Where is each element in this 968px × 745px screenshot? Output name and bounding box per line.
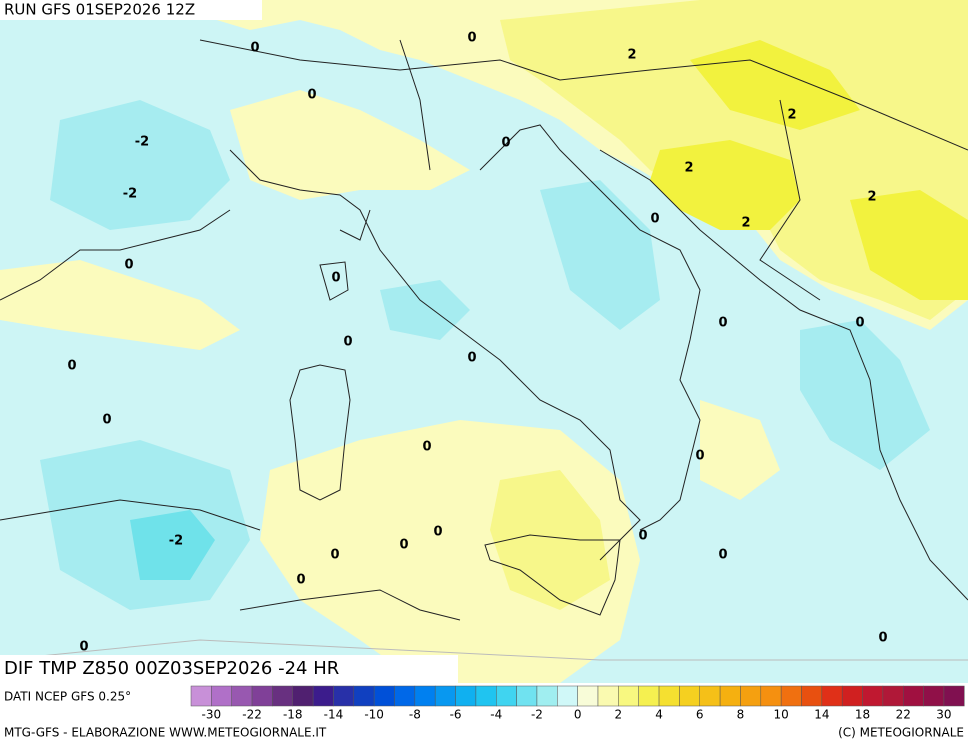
colorbar-swatch: [272, 685, 293, 707]
contour-label: 0: [501, 136, 510, 151]
colorbar-swatch: [821, 685, 843, 707]
colorbar-tick-label: -18: [283, 708, 303, 722]
colorbar-swatch: [699, 685, 721, 707]
contour-label: 2: [787, 108, 796, 123]
colorbar-tick-label: -10: [364, 708, 384, 722]
colorbar-swatch: [394, 685, 416, 707]
contour-label: 0: [650, 212, 659, 227]
colorbar-swatch: [251, 685, 273, 707]
contour-label: -2: [123, 187, 137, 202]
contour-label: 0: [331, 271, 340, 286]
colorbar-tick-label: -14: [324, 708, 344, 722]
contour-label: 0: [695, 449, 704, 464]
colorbar-swatch: [536, 685, 558, 707]
colorbar-swatch: [353, 685, 375, 707]
contour-label: 0: [467, 31, 476, 46]
colorbar-swatch: [577, 685, 599, 707]
colorbar-tick-label: -22: [242, 708, 262, 722]
colorbar-swatch: [455, 685, 477, 707]
colorbar-swatch: [292, 685, 314, 707]
colorbar-tick-label: 18: [855, 708, 870, 722]
colorbar-tick-label: 0: [574, 708, 582, 722]
colorbar-tick-label: 14: [814, 708, 829, 722]
colorbar: -30 -22 -18 -14 -10 -8 -6 -4 -2 0 2 4 6 8 10 14 18 22 30: [190, 685, 965, 722]
colorbar-swatch: [638, 685, 660, 707]
contour-label: 2: [684, 161, 693, 176]
colorbar-swatch: [719, 685, 741, 707]
colorbar-tick-label: -4: [490, 708, 502, 722]
colorbar-swatch: [496, 685, 517, 707]
colorbar-tick-label: 22: [896, 708, 911, 722]
contour-label: 0: [467, 351, 476, 366]
map-title: DIF TMP Z850 00Z03SEP2026 -24 HR: [4, 658, 339, 679]
colorbar-tick-label: 30: [936, 708, 951, 722]
contour-label: 0: [343, 335, 352, 350]
contour-label: 0: [399, 538, 408, 553]
colorbar-swatch: [231, 685, 253, 707]
contour-label: 0: [718, 316, 727, 331]
colorbar-swatch: [190, 685, 212, 707]
colorbar-tick-label: 4: [655, 708, 663, 722]
colorbar-swatch: [333, 685, 355, 707]
contour-label: -2: [169, 534, 183, 549]
contour-label: 2: [867, 190, 876, 205]
contour-label: 0: [638, 529, 647, 544]
contour-label: 0: [307, 88, 316, 103]
colorbar-tick-label: -8: [409, 708, 421, 722]
contour-label: 0: [124, 258, 133, 273]
colorbar-swatch: [862, 685, 884, 707]
colorbar-swatch: [211, 685, 232, 707]
colorbar-tick-label: -2: [531, 708, 543, 722]
colorbar-swatch: [618, 685, 639, 707]
colorbar-swatch: [475, 685, 497, 707]
colorbar-swatch: [841, 685, 863, 707]
colorbar-swatch: [557, 685, 578, 707]
colorbar-swatch: [679, 685, 701, 707]
run-header: RUN GFS 01SEP2026 12Z: [4, 1, 195, 19]
data-source: DATI NCEP GFS 0.25°: [4, 690, 131, 704]
colorbar-swatch: [434, 685, 456, 707]
colorbar-tick-label: 10: [774, 708, 789, 722]
colorbar-tick-label: 6: [696, 708, 704, 722]
colorbar-swatch: [414, 685, 436, 707]
contour-label: 0: [330, 548, 339, 563]
colorbar-tick-label: -6: [450, 708, 462, 722]
colorbar-swatch: [760, 685, 782, 707]
map-field: [0, 0, 968, 683]
copyright: (C) METEOGIORNALE: [838, 726, 964, 740]
coastlines: [0, 39, 968, 621]
colorbar-swatch: [923, 685, 945, 707]
colorbar-swatch: [780, 685, 802, 707]
credit: MTG-GFS - ELABORAZIONE WWW.METEOGIORNALE…: [4, 726, 327, 740]
colorbar-tick-label: 2: [615, 708, 623, 722]
colorbar-swatch: [903, 685, 924, 707]
colorbar-swatch: [882, 685, 904, 707]
colorbar-swatch: [740, 685, 762, 707]
contour-label: 2: [741, 216, 750, 231]
contour-label: 2: [627, 48, 636, 63]
colorbar-swatch: [597, 685, 619, 707]
colorbar-swatch: [658, 685, 680, 707]
colorbar-swatch: [516, 685, 538, 707]
contour-label: 0: [718, 548, 727, 563]
contour-label: 0: [855, 316, 864, 331]
colorbar-swatch: [312, 685, 334, 707]
contour-label: 0: [296, 573, 305, 588]
contour-label: 0: [878, 631, 887, 646]
colorbar-swatch: [373, 685, 395, 707]
contour-label: 0: [79, 640, 88, 655]
colorbar-tick-label: 8: [737, 708, 745, 722]
colorbar-swatch: [943, 685, 965, 707]
colorbar-swatch: [801, 685, 823, 707]
contour-label: 0: [433, 525, 442, 540]
contour-label: 0: [250, 41, 259, 56]
contour-label: 0: [67, 359, 76, 374]
contour-label: 0: [422, 440, 431, 455]
contour-label: 0: [102, 413, 111, 428]
contour-label: -2: [135, 135, 149, 150]
colorbar-tick-label: -30: [202, 708, 222, 722]
